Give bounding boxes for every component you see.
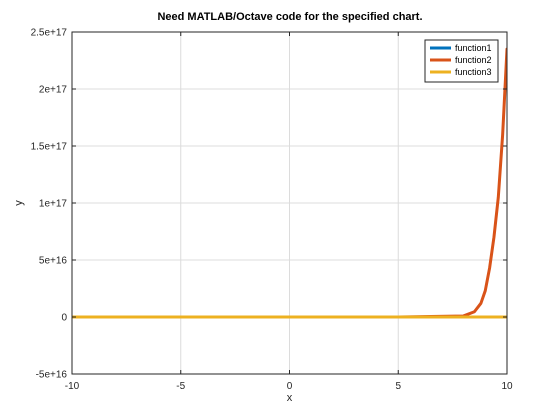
- y-tick-label: 2e+17: [39, 85, 68, 96]
- x-tick-label: 10: [501, 381, 513, 392]
- x-axis-label: x: [287, 392, 293, 404]
- series-layer: [72, 47, 507, 319]
- legend-entry-function3: function3: [455, 67, 492, 77]
- legend: function1 function2 function3: [424, 39, 499, 83]
- x-tick-label: 5: [395, 381, 401, 392]
- y-tick-label: 1.5e+17: [31, 142, 68, 153]
- x-tick-label: -5: [176, 381, 185, 392]
- y-tick-label: 1e+17: [39, 199, 68, 210]
- y-tick-label: 5e+16: [39, 256, 68, 267]
- y-axis-ticks: -5e+16 0 5e+16 1e+17 1.5e+17 2e+17 2.5e+17: [31, 28, 507, 381]
- x-tick-label: 0: [287, 381, 293, 392]
- y-tick-label: 2.5e+17: [31, 28, 68, 39]
- legend-entry-function2: function2: [455, 55, 492, 65]
- legend-entry-function1: function1: [455, 43, 492, 53]
- x-tick-label: -10: [65, 381, 80, 392]
- y-axis-label: y: [13, 200, 25, 206]
- y-tick-label: -5e+16: [36, 370, 68, 381]
- x-axis-ticks: -10 -5 0 5 10: [65, 32, 513, 392]
- y-tick-label: 0: [61, 313, 67, 324]
- chart-title: Need MATLAB/Octave code for the specifie…: [157, 11, 422, 23]
